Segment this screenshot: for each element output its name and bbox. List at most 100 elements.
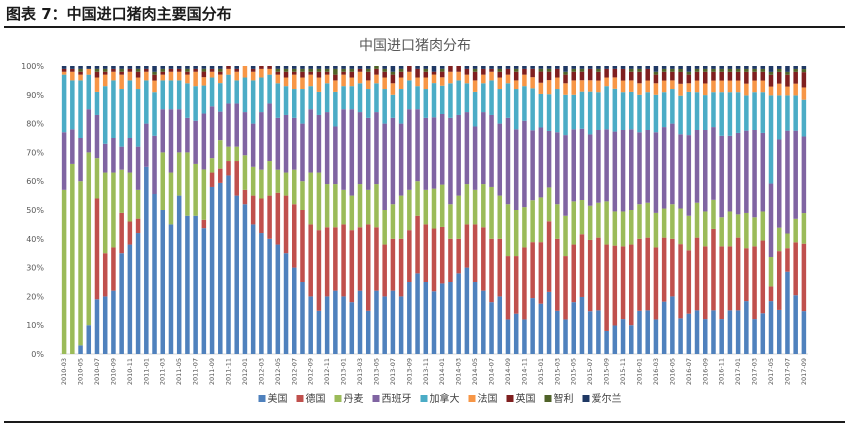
legend-swatch-1 <box>296 395 304 402</box>
bar-segment-8-11 <box>152 66 157 72</box>
bar-segment-2-87 <box>776 227 782 252</box>
bar-segment-3-77 <box>694 130 700 203</box>
legend-swatch-0 <box>258 395 266 402</box>
bar-segment-4-42 <box>407 80 412 110</box>
bar-segment-3-5 <box>102 143 108 173</box>
bar-segment-1-73 <box>661 237 667 302</box>
bar-segment-3-43 <box>415 109 420 182</box>
bar-segment-5-82 <box>735 80 741 93</box>
bar-segment-0-58 <box>538 303 544 354</box>
bar-segment-5-20 <box>226 68 231 75</box>
bar-segment-2-8 <box>127 172 133 222</box>
bar-segment-1-7 <box>119 212 124 254</box>
bar-segment-8-65 <box>596 66 601 69</box>
bar-segment-7-46 <box>439 68 445 72</box>
legend-label-3: 西班牙 <box>382 393 412 405</box>
bar-segment-7-55 <box>513 68 519 72</box>
bar-segment-4-87 <box>776 95 782 140</box>
legend-label-1: 德国 <box>306 392 326 405</box>
x-tick-label: 2017-03 <box>751 358 759 385</box>
bar-segment-3-16 <box>193 120 198 164</box>
bar-segment-0-61 <box>563 319 568 354</box>
bar-segment-1-37 <box>365 224 371 311</box>
bar-segment-0-87 <box>776 309 782 354</box>
bar-segment-8-14 <box>176 66 182 69</box>
bar-segment-5-17 <box>201 77 207 86</box>
bar-segment-1-48 <box>456 238 461 274</box>
bar-segment-5-15 <box>185 74 190 84</box>
bar-segment-3-49 <box>464 112 470 185</box>
bar-segment-3-25 <box>267 103 272 162</box>
bar-segment-0-52 <box>489 302 494 354</box>
bar-segment-2-49 <box>464 184 470 225</box>
bar-segment-8-17 <box>201 66 207 69</box>
bar-segment-1-75 <box>678 244 683 319</box>
bar-segment-2-39 <box>382 210 387 245</box>
bar-segment-6-18 <box>209 68 215 72</box>
bar-segment-0-29 <box>300 282 305 354</box>
bar-segment-4-30 <box>308 86 313 110</box>
bar-segment-0-55 <box>513 313 519 354</box>
bar-segment-6-16 <box>193 68 198 72</box>
bar-segment-4-1 <box>70 80 75 130</box>
bar-segment-4-66 <box>604 86 609 130</box>
bar-segment-6-7 <box>119 71 124 75</box>
bar-segment-3-9 <box>135 146 141 190</box>
bar-segment-5-63 <box>579 80 585 92</box>
bar-segment-8-13 <box>168 66 174 69</box>
bar-segment-3-87 <box>776 139 782 228</box>
bar-segment-8-44 <box>423 66 429 69</box>
x-tick-label: 2012-01 <box>241 358 249 385</box>
bar-segment-5-7 <box>119 74 124 90</box>
x-tick-label: 2017-01 <box>734 358 742 385</box>
bar-segment-6-10 <box>144 68 149 72</box>
bar-segment-3-86 <box>768 183 774 258</box>
bar-segment-3-19 <box>218 111 223 141</box>
bar-segment-1-43 <box>415 215 420 274</box>
bar-segment-7-4 <box>94 68 100 72</box>
bar-segment-5-30 <box>308 74 313 87</box>
y-tick-label: 20% <box>26 292 44 301</box>
bar-segment-0-86 <box>768 301 774 354</box>
bar-segment-7-2 <box>78 68 83 72</box>
bar-segment-7-33 <box>333 68 338 75</box>
bar-segment-3-70 <box>637 132 642 205</box>
bar-segment-3-39 <box>382 123 387 210</box>
bar-segment-6-9 <box>135 71 141 78</box>
bar-segment-3-42 <box>407 109 412 190</box>
bar-segment-4-12 <box>160 80 166 110</box>
bar-segment-2-54 <box>505 204 511 257</box>
bar-segment-6-6 <box>111 68 116 72</box>
legend-label-8: 爱尔兰 <box>592 392 622 405</box>
bar-segment-1-32 <box>324 227 330 297</box>
bar-segment-7-58 <box>538 68 544 72</box>
bar-segment-4-75 <box>678 95 683 135</box>
bar-segment-5-24 <box>259 68 264 78</box>
bar-segment-5-81 <box>727 80 733 93</box>
bar-segment-8-30 <box>308 66 313 69</box>
bar-segment-4-34 <box>341 86 346 110</box>
bar-segment-7-82 <box>735 68 741 72</box>
bar-segment-7-74 <box>670 68 675 72</box>
bar-segment-5-41 <box>398 77 404 90</box>
bar-segment-8-83 <box>744 66 749 69</box>
bar-segment-3-10 <box>144 123 149 167</box>
bar-segment-2-34 <box>341 189 346 225</box>
bar-segment-5-51 <box>481 74 486 84</box>
bar-segment-1-76 <box>686 250 692 314</box>
bar-segment-0-51 <box>481 290 486 354</box>
bar-segment-3-58 <box>538 127 544 198</box>
bar-segment-5-75 <box>678 83 683 96</box>
bar-segment-0-69 <box>629 325 634 354</box>
bar-segment-0-6 <box>111 290 116 354</box>
bar-segment-7-31 <box>316 68 322 72</box>
bar-segment-3-35 <box>349 109 355 196</box>
bar-segment-0-77 <box>694 310 700 354</box>
bar-segment-3-48 <box>456 114 461 196</box>
bar-segment-0-79 <box>711 310 716 354</box>
bar-segment-6-41 <box>398 71 404 78</box>
bar-segment-2-72 <box>653 212 659 248</box>
bar-segment-5-32 <box>324 74 330 84</box>
bar-segment-5-56 <box>522 74 527 87</box>
bar-segment-6-43 <box>415 68 420 78</box>
